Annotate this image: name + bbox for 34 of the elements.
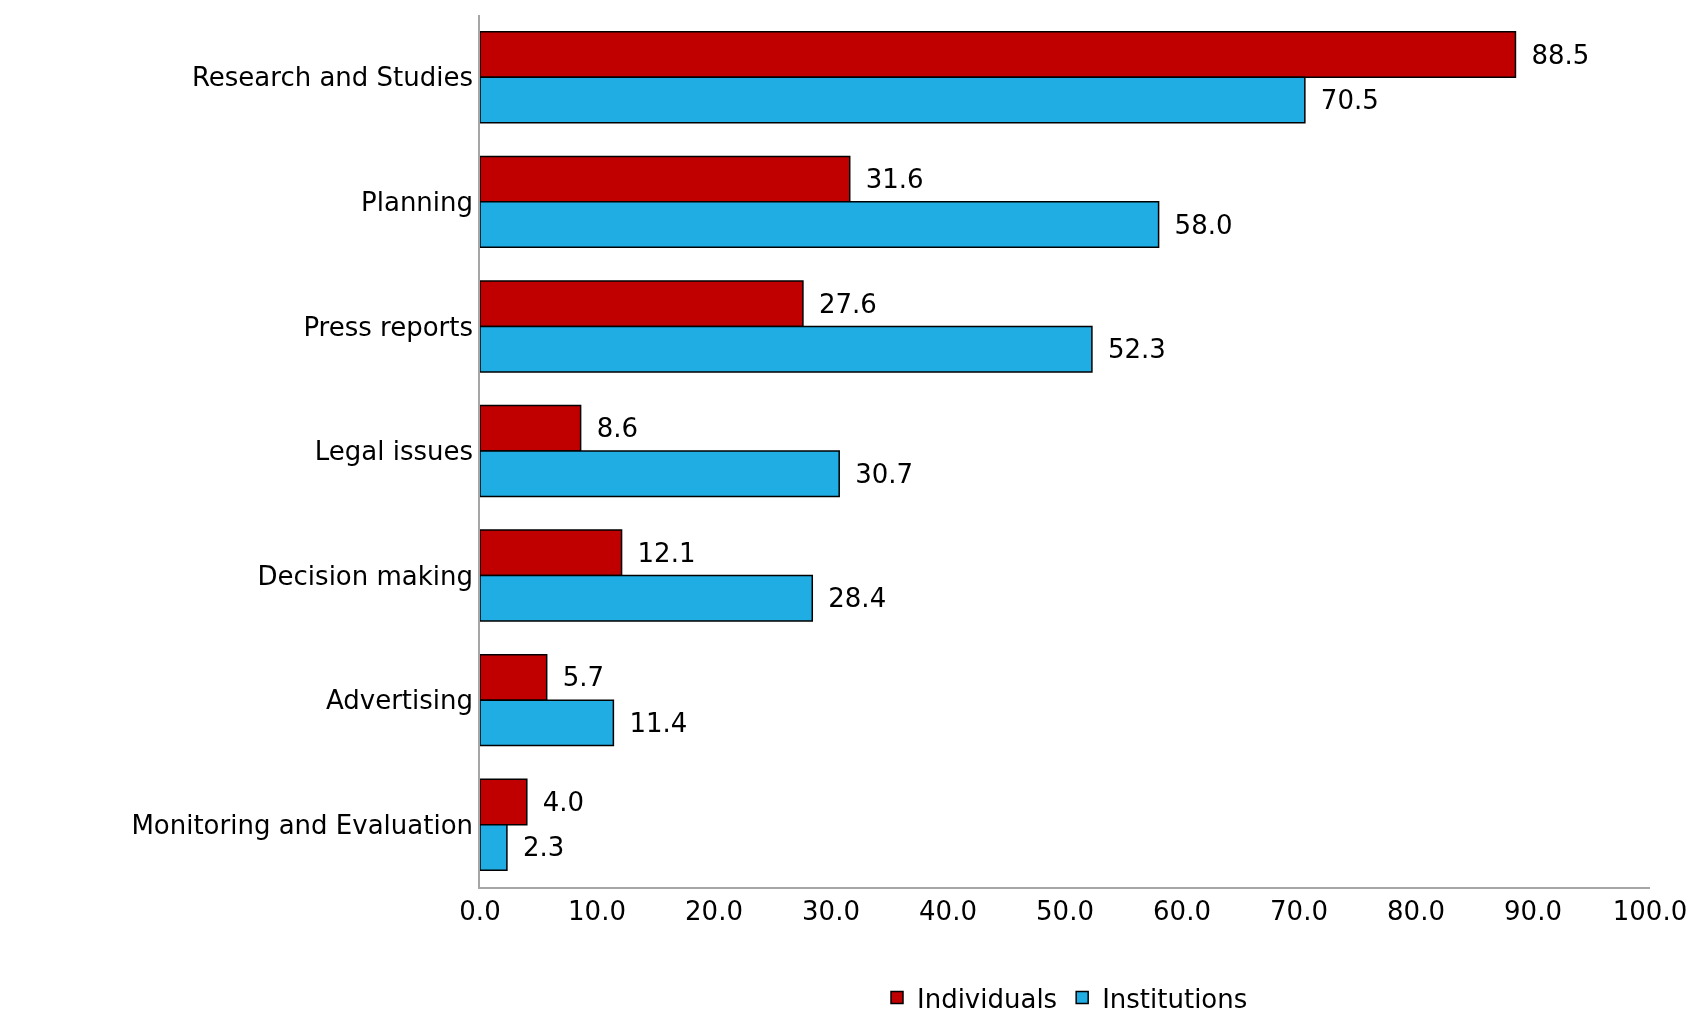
data-label: 52.3	[1094, 334, 1166, 365]
legend-label: Institutions	[1102, 983, 1248, 1014]
y-tick-label: Press reports	[303, 311, 474, 342]
x-tick-label: 30.0	[802, 895, 860, 926]
data-label: 58.0	[1161, 209, 1233, 240]
data-label: 30.7	[842, 458, 914, 489]
y-tick-label: Planning	[361, 186, 474, 217]
data-label: 70.5	[1307, 85, 1379, 116]
y-tick-label: Decision making	[257, 560, 474, 591]
x-tick-label: 50.0	[1036, 895, 1094, 926]
data-label: 88.5	[1518, 39, 1590, 70]
data-label: 27.6	[805, 288, 877, 319]
data-label: 5.7	[549, 662, 605, 693]
data-label: 12.1	[624, 537, 696, 568]
data-label: 2.3	[509, 832, 565, 863]
x-tick-label: 20.0	[685, 895, 743, 926]
x-tick-label: 70.0	[1270, 895, 1328, 926]
y-tick-label: Monitoring and Evaluation	[131, 809, 474, 840]
x-tick-label: 40.0	[919, 895, 977, 926]
data-label: 31.6	[852, 164, 924, 195]
x-tick-label: 80.0	[1387, 895, 1445, 926]
y-tick-label: Legal issues	[314, 436, 474, 467]
legend-label: Individuals	[917, 983, 1058, 1014]
x-tick-label: 90.0	[1504, 895, 1562, 926]
y-tick-label: Research and Studies	[191, 62, 474, 93]
data-label: 8.6	[583, 413, 638, 444]
y-tick-label: Advertising	[325, 685, 474, 716]
data-label: 28.4	[815, 583, 887, 614]
data-label: 4.0	[529, 786, 585, 817]
x-tick-label: 0.0	[459, 895, 501, 926]
data-label: 11.4	[616, 707, 688, 738]
x-tick-label: 100.0	[1612, 895, 1688, 926]
x-tick-label: 60.0	[1153, 895, 1211, 926]
x-tick-label: 10.0	[568, 895, 626, 926]
